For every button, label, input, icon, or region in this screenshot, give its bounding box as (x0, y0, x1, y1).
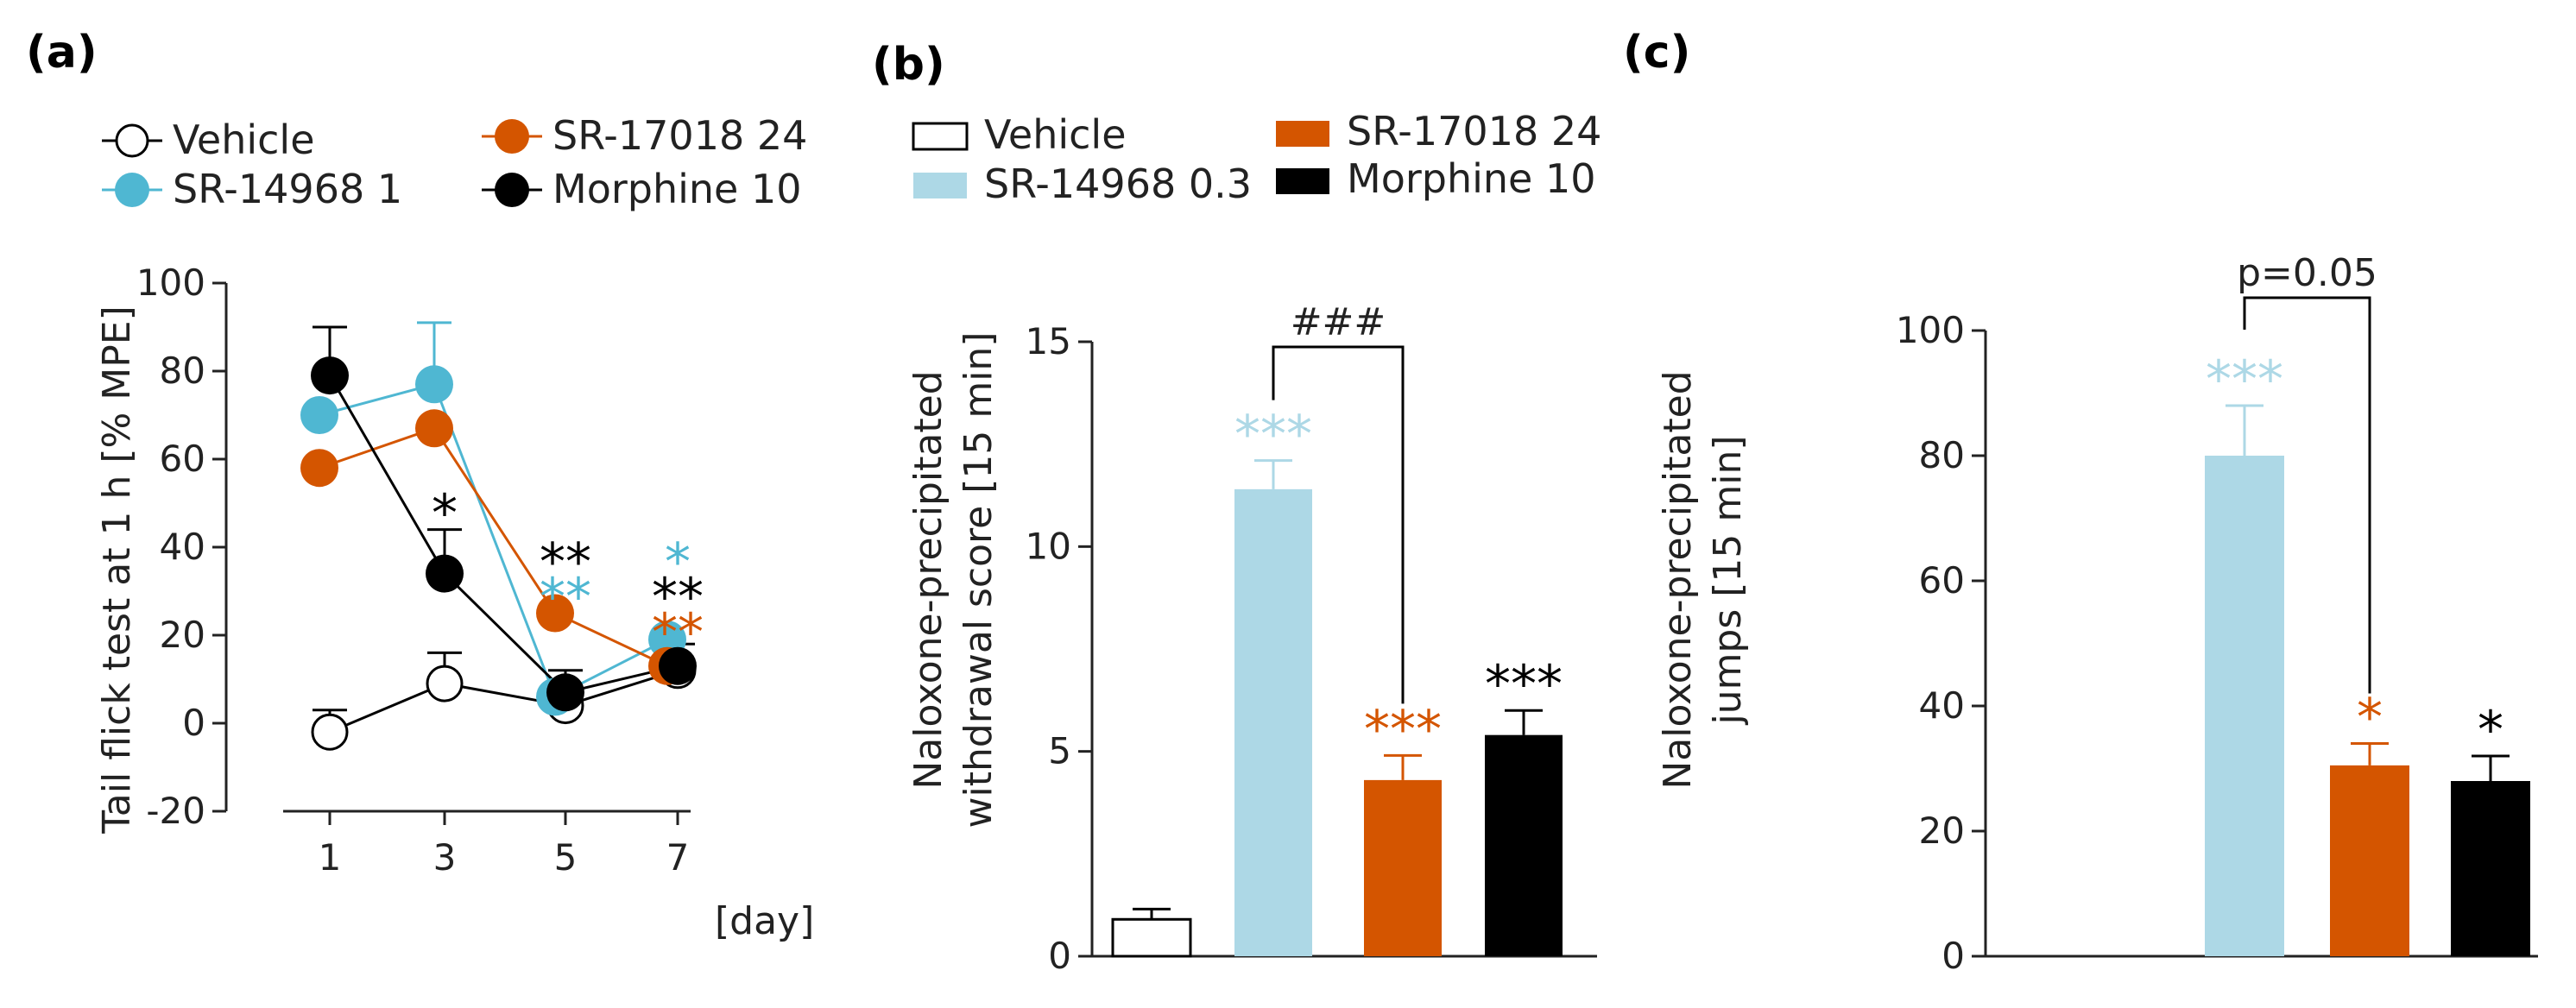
y-tick-label-c: 20 (1919, 810, 1965, 852)
x-tick-label-a: 1 (319, 836, 342, 879)
legend-b-vehicle-swatch (912, 122, 969, 151)
y-tick-label-a: 100 (136, 261, 205, 304)
y-tick-label-a: -20 (146, 790, 205, 832)
y-tick-label-a: 0 (182, 702, 205, 744)
legend-b-morphine: Morphine 10 (1347, 155, 1596, 202)
series-line-vehicle (329, 669, 679, 734)
series-line-morphine (328, 375, 679, 694)
y-tick-label-c: 40 (1919, 684, 1965, 727)
significance-a-morphine: ** (540, 532, 591, 592)
legend-a-morphine-marker (495, 173, 529, 207)
panel-label-b: (b) (872, 39, 945, 91)
point-sr17018 (536, 594, 574, 633)
legend-b-vehicle: Vehicle (984, 111, 1127, 158)
legend-a-sr14968: SR-14968 1 (173, 166, 402, 212)
significance-a-sr17018: ** (652, 602, 704, 663)
legend-a: Vehicle SR-14968 1 SR-17018 24 Morphine … (102, 112, 807, 212)
axis-title-a: Tail flick test at 1 h [% MPE] (95, 306, 139, 835)
plot-b: 0 5 10 15 *** *** *** ### (1026, 300, 1597, 977)
legend-a-vehicle-marker (115, 123, 149, 158)
point-sr14968 (415, 365, 453, 404)
legend-a-sr17018: SR-17018 24 (552, 112, 807, 159)
y-tick-label-a: 40 (160, 526, 205, 568)
axis-title-b-line1: Naloxone-precipitated (906, 370, 950, 789)
point-vehicle (311, 713, 349, 751)
significance-a-sr14968: * (665, 532, 691, 592)
axis-title-c-line1: Naloxone-precipitated (1656, 370, 1700, 789)
point-sr14968 (300, 396, 338, 434)
significance-c-sr14968_light: *** (2206, 350, 2283, 410)
significance-c-morphine: * (2478, 700, 2503, 760)
y-tick-label-b: 0 (1048, 935, 1071, 977)
y-tick-label-c: 100 (1896, 309, 1965, 351)
point-vehicle (426, 665, 464, 702)
bar-c-morphine (2451, 781, 2530, 956)
legend-a-sr17018-marker (495, 119, 529, 154)
y-tick-label-b: 5 (1048, 730, 1071, 772)
significance-c-sr17018: * (2357, 688, 2383, 748)
bar-b-morphine (1485, 734, 1563, 956)
bracket-label-b: ### (1291, 300, 1386, 344)
y-tick-label-c: 80 (1919, 434, 1965, 476)
point-morphine (311, 356, 349, 395)
legend-b: Vehicle SR-14968 0.3 SR-17018 24 Morphin… (912, 108, 1601, 207)
legend-a-morphine: Morphine 10 (552, 166, 802, 212)
significance-b-sr17018: *** (1364, 699, 1442, 759)
significance-b-sr14968_light: *** (1234, 405, 1312, 465)
x-tick-label-a: 7 (666, 836, 690, 879)
point-sr17018 (300, 449, 338, 488)
series-line-sr14968 (319, 382, 668, 699)
y-tick-label-c: 60 (1919, 559, 1965, 602)
x-axis-title-a: [day] (715, 899, 814, 943)
y-tick-label-b: 15 (1026, 320, 1071, 362)
x-tick-label-a: 3 (433, 836, 457, 879)
legend-b-morphine-swatch (1276, 168, 1329, 194)
legend-b-sr17018: SR-17018 24 (1347, 108, 1601, 154)
significance-a-sr14968: ** (540, 567, 591, 627)
significance-b-morphine: *** (1485, 654, 1563, 715)
bracket-c (2243, 296, 2371, 694)
panel-label-c: (c) (1623, 27, 1690, 79)
legend-a-vehicle: Vehicle (173, 117, 315, 163)
axis-title-b-line2: withdrawal score [15 min] (957, 332, 1001, 828)
significance-a-morphine: * (432, 483, 458, 544)
legend-b-sr17018-swatch (1276, 121, 1329, 147)
y-tick-label-b: 10 (1026, 525, 1071, 567)
bracket-label-c: p=0.05 (2237, 251, 2377, 295)
bar-b-vehicle (1111, 917, 1192, 958)
bar-b-sr14968_light (1234, 488, 1312, 956)
panel-label-a: (a) (26, 27, 98, 79)
bar-b-sr17018 (1364, 779, 1442, 956)
significance-a-morphine: ** (652, 567, 704, 627)
y-tick-label-c: 0 (1941, 935, 1965, 977)
point-morphine (546, 673, 584, 712)
series-line-sr17018 (319, 426, 668, 668)
point-morphine (659, 646, 697, 685)
bar-c-sr14968_light (2205, 456, 2284, 956)
bracket-b (1272, 345, 1405, 704)
point-sr17018 (415, 409, 453, 448)
y-tick-label-a: 60 (160, 438, 205, 480)
x-tick-label-a: 5 (554, 836, 578, 879)
y-tick-label-a: 20 (160, 614, 205, 656)
axis-title-c-line2: jumps [15 min] (1706, 435, 1750, 725)
legend-b-sr14968-swatch (913, 173, 967, 198)
point-morphine (426, 554, 464, 593)
y-tick-label-a: 80 (160, 350, 205, 392)
legend-b-sr14968: SR-14968 0.3 (984, 161, 1252, 207)
legend-a-sr14968-marker (115, 173, 149, 207)
bar-c-sr17018 (2330, 765, 2409, 956)
